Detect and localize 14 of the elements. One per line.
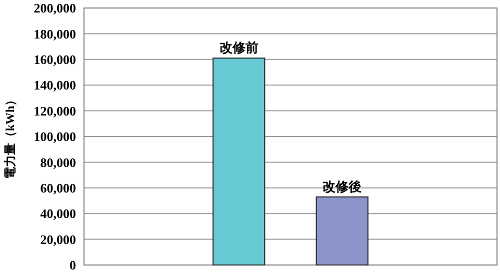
y-tick-label: 180,000 bbox=[34, 26, 76, 42]
y-tick-label: 120,000 bbox=[34, 103, 76, 118]
y-tick-label: 140,000 bbox=[34, 78, 76, 93]
series-label: 改修後 bbox=[322, 178, 362, 194]
y-axis-title: 電力量（kWh） bbox=[3, 94, 17, 180]
y-tick-label: 20,000 bbox=[40, 232, 76, 247]
y-tick-label: 0 bbox=[70, 258, 76, 273]
y-tick-label: 200,000 bbox=[34, 0, 76, 16]
y-tick-label: 80,000 bbox=[40, 154, 76, 170]
y-tick-label: 60,000 bbox=[40, 180, 76, 196]
y-tick-label: 100,000 bbox=[34, 129, 76, 144]
y-tick-label: 160,000 bbox=[34, 52, 76, 67]
series-label: 改修前 bbox=[219, 40, 258, 56]
y-tick-label: 40,000 bbox=[40, 206, 76, 222]
